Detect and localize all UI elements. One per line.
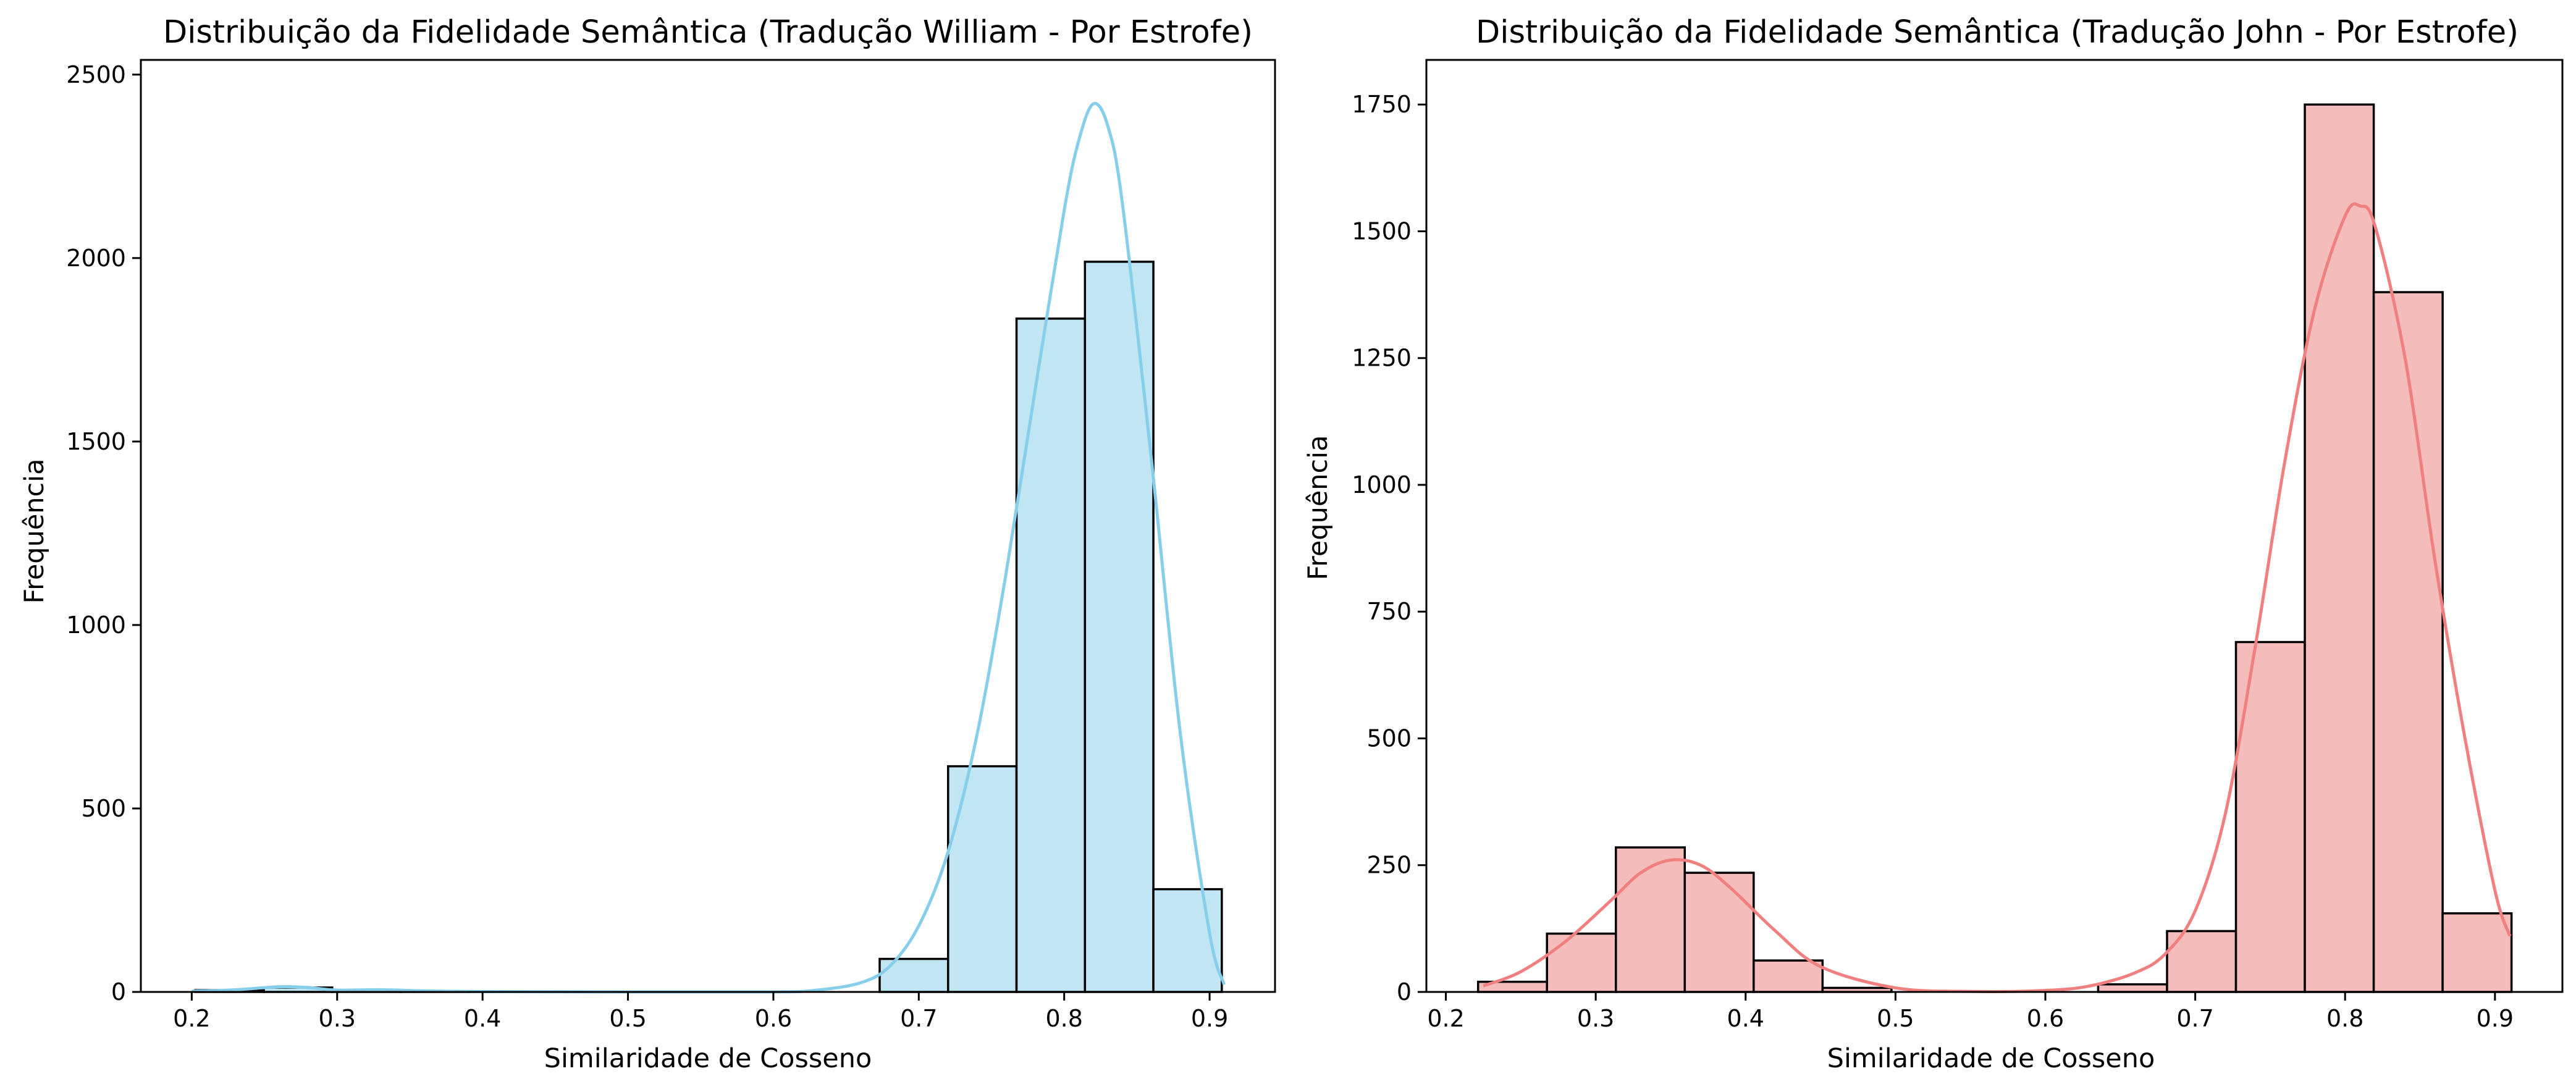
- y-tick-label: 1000: [1352, 471, 1412, 498]
- x-axis-label: Similaridade de Cosseno: [544, 1043, 872, 1074]
- x-tick-label: 0.4: [464, 1005, 501, 1032]
- histogram-bar: [2372, 291, 2444, 993]
- chart-william: Distribuição da Fidelidade Semântica (Tr…: [19, 14, 1276, 1074]
- y-tick-label: 1500: [1352, 217, 1412, 245]
- x-tick-label: 0.6: [755, 1005, 792, 1032]
- axes-frame: [140, 59, 1276, 993]
- y-tick-label: 250: [1366, 852, 1412, 879]
- y-tick-label: 2500: [66, 61, 126, 88]
- histogram-bar: [947, 765, 1018, 993]
- y-tick-label: 1250: [1352, 345, 1412, 372]
- y-tick-label: 0: [1397, 978, 1412, 1006]
- x-tick-label: 0.5: [1877, 1005, 1914, 1032]
- histogram-bar: [1753, 959, 1824, 993]
- y-axis-label: Frequência: [19, 459, 50, 604]
- x-axis-label: Similaridade de Cosseno: [1827, 1043, 2155, 1074]
- histogram-bar: [1015, 317, 1087, 993]
- x-tick-label: 0.9: [2477, 1005, 2514, 1032]
- x-tick-label: 0.3: [1577, 1005, 1614, 1032]
- chart-john: Distribuição da Fidelidade Semântica (Tr…: [1303, 14, 2564, 1074]
- x-tick-label: 0.6: [2027, 1005, 2064, 1032]
- y-tick-label: 2000: [66, 245, 126, 272]
- y-tick-label: 1750: [1352, 91, 1412, 118]
- y-tick-label: 0: [111, 978, 126, 1006]
- x-tick-label: 0.7: [900, 1005, 937, 1032]
- chart-title: Distribuição da Fidelidade Semântica (Tr…: [1476, 14, 2519, 51]
- x-tick-label: 0.8: [2326, 1005, 2363, 1032]
- chart-title: Distribuição da Fidelidade Semântica (Tr…: [163, 14, 1253, 51]
- histogram-bar: [1615, 846, 1686, 993]
- histogram-bar: [2304, 103, 2375, 993]
- axes-frame: [1425, 59, 2564, 993]
- x-tick-label: 0.8: [1045, 1005, 1082, 1032]
- y-tick-label: 500: [81, 795, 126, 822]
- histogram-bar: [1683, 872, 1755, 993]
- x-tick-label: 0.5: [609, 1005, 646, 1032]
- histogram-bar: [2441, 912, 2513, 993]
- y-tick-label: 1500: [66, 428, 126, 455]
- y-tick-label: 500: [1366, 724, 1412, 752]
- y-tick-label: 1000: [66, 611, 126, 639]
- x-tick-label: 0.2: [1427, 1005, 1464, 1032]
- x-tick-label: 0.7: [2176, 1005, 2213, 1032]
- kde-line: [1483, 202, 2512, 993]
- x-tick-label: 0.9: [1191, 1005, 1228, 1032]
- kde-line: [192, 102, 1226, 994]
- histogram-bar: [1546, 932, 1617, 993]
- histogram-bar: [2097, 983, 2168, 993]
- x-tick-label: 0.3: [319, 1005, 356, 1032]
- y-tick-label: 750: [1366, 598, 1412, 625]
- y-axis-label: Frequência: [1303, 435, 1334, 581]
- x-tick-label: 0.2: [173, 1005, 210, 1032]
- x-tick-label: 0.4: [1727, 1005, 1764, 1032]
